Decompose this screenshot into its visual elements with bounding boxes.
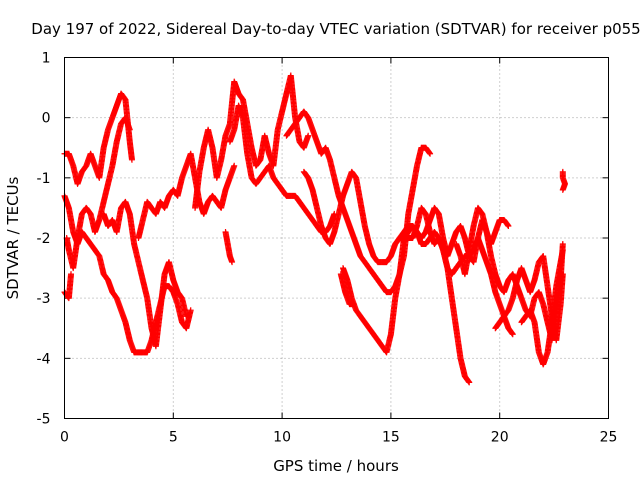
series-arc-3 [61,271,75,302]
y-tick-label: 0 [42,111,51,127]
data-point [187,307,194,314]
y-tick-label: -5 [37,412,51,428]
y-tick-label: -3 [37,291,51,307]
x-tick-label: 10 [273,430,291,446]
x-tick-label: 20 [491,430,509,446]
series-arc-17 [559,168,568,193]
chart-title: Day 197 of 2022, Sidereal Day-to-day VTE… [31,20,640,38]
grid-lines [64,57,609,419]
series-arc-1 [61,90,135,187]
y-tick-label: -2 [37,231,51,247]
series-arc-5 [100,198,190,350]
data-point [231,162,238,169]
data-point [126,126,133,133]
x-tick-label: 15 [382,430,400,446]
y-tick-label: 1 [42,51,51,67]
y-axis-label: SDTVAR / TECUs [4,176,22,299]
x-tick-label: 5 [169,430,178,446]
y-tick-label: -1 [37,171,51,187]
x-tick-label: 0 [60,430,69,446]
data-points [61,72,568,386]
data-point [128,156,135,163]
series-arc-8 [222,228,236,266]
data-point [183,313,190,320]
x-axis-label: GPS time / hours [273,457,399,475]
data-point [68,271,75,278]
series-arc-7 [192,72,312,211]
x-tick-label: 25 [600,430,618,446]
y-tick-label: -4 [37,351,51,367]
series-arc-2 [63,114,133,272]
